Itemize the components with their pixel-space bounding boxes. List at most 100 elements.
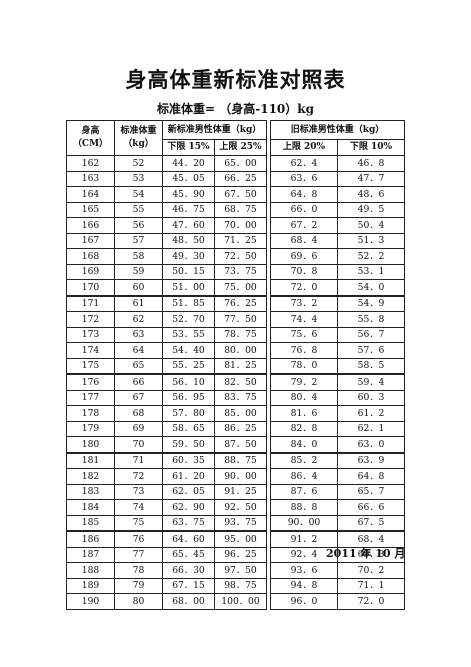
std-weight-cell: 66	[114, 373, 163, 391]
new-high-cell: 97．50	[214, 562, 267, 579]
old-high-cell: 81．6	[270, 405, 338, 422]
new-low-cell: 50．15	[162, 263, 215, 280]
height-cell: 176	[66, 373, 115, 391]
new-low-cell: 59．50	[162, 436, 215, 453]
std-weight-cell: 55	[114, 201, 163, 218]
table-row: 186 76 64．60 95．00 91．2 68．4	[66, 530, 405, 548]
header-std-weight-label: 标准体重	[120, 126, 157, 136]
table-row: 173 63 53．55 78．75 75．6 56．7	[66, 326, 405, 343]
height-cell: 182	[66, 468, 115, 485]
old-high-cell: 76．8	[270, 342, 338, 359]
header-std-weight-unit: （kg）	[123, 139, 154, 149]
new-high-cell: 70．00	[214, 217, 267, 234]
std-weight-cell: 69	[114, 420, 163, 437]
old-low-cell: 51．3	[337, 232, 405, 249]
old-low-cell: 49．5	[337, 201, 405, 218]
old-low-cell: 63．0	[337, 436, 405, 453]
new-low-cell: 44．20	[162, 155, 215, 172]
table-row: 167 57 48．50 71．25 68．4 51．3	[66, 232, 405, 249]
new-high-cell: 90．00	[214, 468, 267, 485]
table-row: 172 62 52．70 77．50 74．4 55．8	[66, 311, 405, 328]
std-weight-cell: 64	[114, 342, 163, 359]
height-cell: 169	[66, 263, 115, 280]
old-low-cell: 64．8	[337, 468, 405, 485]
table-row: 168 58 49．30 72．50 69．6 52．2	[66, 248, 405, 265]
new-low-cell: 46．75	[162, 201, 215, 218]
page-title: 身高体重新标准对照表	[125, 67, 346, 92]
new-high-cell: 66．25	[214, 170, 267, 187]
old-low-cell: 70．2	[337, 562, 405, 579]
std-weight-cell: 77	[114, 546, 163, 563]
old-high-cell: 63．6	[270, 170, 338, 187]
new-high-cell: 75．00	[214, 279, 267, 296]
old-high-cell: 86．4	[270, 468, 338, 485]
std-weight-cell: 65	[114, 357, 163, 375]
height-weight-table: 身高 （CM） 标准体重 （kg） 新标准男性体重（kg） 旧标准男性体重（kg…	[66, 120, 405, 610]
std-weight-cell: 68	[114, 405, 163, 422]
height-cell: 165	[66, 201, 115, 218]
new-high-cell: 81．25	[214, 357, 267, 375]
old-high-cell: 73．2	[270, 294, 338, 312]
old-high-cell: 96．0	[270, 593, 338, 610]
height-cell: 173	[66, 326, 115, 343]
std-weight-cell: 57	[114, 232, 163, 249]
table-row: 185 75 63．75 93．75 90．00 67．5	[66, 514, 405, 532]
header-height-label: 身高	[81, 126, 100, 136]
new-low-cell: 54．40	[162, 342, 215, 359]
new-low-cell: 47．60	[162, 217, 215, 234]
old-high-cell: 62．4	[270, 155, 338, 172]
new-high-cell: 82．50	[214, 373, 267, 391]
height-cell: 188	[66, 562, 115, 579]
table-body: 162 52 44．20 65．00 62．4 46．8 163 53 45．05 66．25 63…	[66, 155, 405, 610]
std-weight-cell: 58	[114, 248, 163, 265]
header-old-low: 下限 10%	[337, 139, 405, 156]
table-row: 184 74 62．90 92．50 88．8 66．6	[66, 499, 405, 516]
table-row: 183 73 62．05 91．25 87．6 65．7	[66, 483, 405, 500]
std-weight-cell: 80	[114, 593, 163, 610]
header-new-high: 上限 25%	[214, 139, 267, 156]
old-low-cell: 62．1	[337, 420, 405, 437]
new-low-cell: 62．05	[162, 483, 215, 500]
height-cell: 187	[66, 546, 115, 563]
new-high-cell: 80．00	[214, 342, 267, 359]
new-high-cell: 65．00	[214, 155, 267, 172]
new-high-cell: 98．75	[214, 577, 267, 594]
std-weight-cell: 53	[114, 170, 163, 187]
std-weight-cell: 62	[114, 311, 163, 328]
old-high-cell: 85．2	[270, 451, 338, 469]
new-low-cell: 51．85	[162, 294, 215, 312]
old-low-cell: 72．0	[337, 593, 405, 610]
table-row: 164 54 45．90 67．50 64．8 48．6	[66, 186, 405, 203]
std-weight-cell: 78	[114, 562, 163, 579]
std-weight-cell: 72	[114, 468, 163, 485]
table-row: 170 60 51．00 75．00 72．0 54．0	[66, 279, 405, 296]
new-high-cell: 77．50	[214, 311, 267, 328]
old-high-cell: 80．4	[270, 389, 338, 406]
std-weight-cell: 52	[114, 155, 163, 172]
new-low-cell: 64．60	[162, 530, 215, 548]
height-cell: 170	[66, 279, 115, 296]
new-high-cell: 93．75	[214, 514, 267, 532]
table-row: 180 70 59．50 87．50 84．0 63．0	[66, 436, 405, 453]
table-row: 176 66 56．10 82．50 79．2 59．4	[66, 373, 405, 391]
new-high-cell: 95．00	[214, 530, 267, 548]
old-high-cell: 64．8	[270, 186, 338, 203]
new-high-cell: 73．75	[214, 263, 267, 280]
old-low-cell: 48．6	[337, 186, 405, 203]
height-cell: 162	[66, 155, 115, 172]
old-high-cell: 72．0	[270, 279, 338, 296]
height-cell: 185	[66, 514, 115, 532]
std-weight-cell: 75	[114, 514, 163, 532]
old-low-cell: 68．4	[337, 530, 405, 548]
header-height: 身高 （CM）	[66, 120, 115, 156]
table-row: 163 53 45．05 66．25 63．6 47．7	[66, 170, 405, 187]
old-high-cell: 67．2	[270, 217, 338, 234]
new-low-cell: 52．70	[162, 311, 215, 328]
new-low-cell: 65．45	[162, 546, 215, 563]
new-low-cell: 66．30	[162, 562, 215, 579]
header-height-unit: （CM）	[72, 139, 109, 149]
height-cell: 168	[66, 248, 115, 265]
new-high-cell: 85．00	[214, 405, 267, 422]
table-row: 179 69 58．65 86．25 82．8 62．1	[66, 420, 405, 437]
